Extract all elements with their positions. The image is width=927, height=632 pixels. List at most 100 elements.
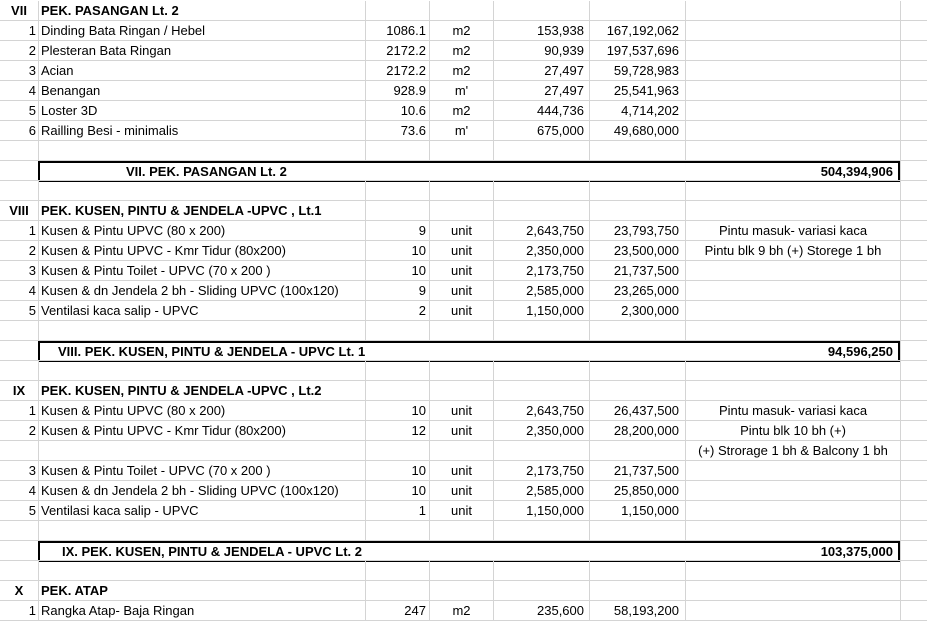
item-unit-price[interactable] xyxy=(494,441,589,461)
item-number[interactable]: 3 xyxy=(28,63,36,78)
item-total[interactable]: 49,680,000 xyxy=(613,123,679,138)
item-description[interactable]: Kusen & Pintu UPVC (80 x 200) xyxy=(41,223,226,238)
item-note[interactable] xyxy=(686,121,900,141)
item-quantity[interactable]: 9 xyxy=(418,283,426,298)
item-unit-price[interactable]: 90,939 xyxy=(544,43,584,58)
section-title[interactable]: PEK. KUSEN, PINTU & JENDELA -UPVC , Lt.2 xyxy=(41,383,322,398)
item-number[interactable]: 1 xyxy=(28,223,36,238)
item-quantity[interactable] xyxy=(366,441,429,461)
section-number[interactable]: VIII xyxy=(9,203,29,218)
item-total[interactable]: 2,300,000 xyxy=(621,303,679,318)
item-description[interactable]: Acian xyxy=(41,63,74,78)
item-unit-price[interactable]: 1,150,000 xyxy=(526,503,584,518)
item-unit[interactable]: unit xyxy=(451,463,472,478)
item-description[interactable]: Kusen & Pintu UPVC (80 x 200) xyxy=(41,403,226,418)
item-total[interactable]: 23,500,000 xyxy=(613,243,679,258)
item-number[interactable]: 4 xyxy=(28,83,36,98)
item-unit[interactable]: unit xyxy=(451,503,472,518)
item-note[interactable] xyxy=(686,501,900,521)
item-description[interactable]: Kusen & dn Jendela 2 bh - Sliding UPVC (… xyxy=(41,283,339,298)
item-number[interactable]: 3 xyxy=(28,263,36,278)
item-note[interactable] xyxy=(686,41,900,61)
item-number[interactable]: 3 xyxy=(28,463,36,478)
item-total[interactable]: 21,737,500 xyxy=(613,463,679,478)
item-total[interactable]: 197,537,696 xyxy=(606,43,679,58)
item-unit[interactable]: unit xyxy=(451,423,472,438)
item-quantity[interactable]: 12 xyxy=(411,423,426,438)
item-total[interactable]: 28,200,000 xyxy=(613,423,679,438)
item-quantity[interactable]: 247 xyxy=(404,603,426,618)
item-quantity[interactable]: 9 xyxy=(418,223,426,238)
item-unit-price[interactable]: 2,643,750 xyxy=(526,223,584,238)
item-unit[interactable]: unit xyxy=(451,223,472,238)
item-note[interactable] xyxy=(686,601,900,621)
item-description[interactable]: Railling Besi - minimalis xyxy=(41,123,179,138)
item-number[interactable]: 4 xyxy=(28,483,36,498)
section-number[interactable]: IX xyxy=(12,383,26,398)
item-description[interactable]: Benangan xyxy=(41,83,101,98)
item-unit-price[interactable]: 2,173,750 xyxy=(526,463,584,478)
item-quantity[interactable]: 10 xyxy=(411,263,426,278)
item-description[interactable]: Dinding Bata Ringan / Hebel xyxy=(41,23,206,38)
item-total[interactable] xyxy=(590,441,685,461)
item-quantity[interactable]: 1 xyxy=(418,503,426,518)
item-quantity[interactable]: 1086.1 xyxy=(386,23,426,38)
item-number[interactable]: 1 xyxy=(28,603,36,618)
item-quantity[interactable]: 10 xyxy=(411,483,426,498)
item-quantity[interactable]: 10 xyxy=(411,403,426,418)
item-quantity[interactable]: 10 xyxy=(411,463,426,478)
item-total[interactable]: 58,193,200 xyxy=(613,603,679,618)
item-unit[interactable]: unit xyxy=(451,243,472,258)
item-total[interactable]: 25,541,963 xyxy=(613,83,679,98)
item-note[interactable] xyxy=(686,301,900,321)
item-quantity[interactable]: 2172.2 xyxy=(386,63,426,78)
item-total[interactable]: 167,192,062 xyxy=(606,23,679,38)
item-unit-price[interactable]: 2,173,750 xyxy=(526,263,584,278)
item-note[interactable] xyxy=(686,281,900,301)
item-number[interactable]: 6 xyxy=(28,123,36,138)
item-description[interactable] xyxy=(41,441,366,461)
item-total[interactable]: 1,150,000 xyxy=(621,503,679,518)
item-unit[interactable]: unit xyxy=(451,283,472,298)
item-total[interactable]: 25,850,000 xyxy=(613,483,679,498)
item-note[interactable]: Pintu blk 10 bh (+) xyxy=(740,423,846,438)
item-quantity[interactable]: 2172.2 xyxy=(386,43,426,58)
item-note[interactable] xyxy=(686,461,900,481)
item-total[interactable]: 4,714,202 xyxy=(621,103,679,118)
item-number[interactable]: 5 xyxy=(28,303,36,318)
item-unit[interactable]: m2 xyxy=(452,43,471,58)
item-quantity[interactable]: 928.9 xyxy=(393,83,426,98)
item-note[interactable]: Pintu masuk- variasi kaca xyxy=(718,223,868,238)
item-unit-price[interactable]: 444,736 xyxy=(537,103,584,118)
item-unit-price[interactable]: 27,497 xyxy=(544,63,584,78)
item-unit[interactable]: unit xyxy=(451,303,472,318)
item-description[interactable]: Kusen & Pintu UPVC - Kmr Tidur (80x200) xyxy=(41,243,286,258)
item-total[interactable]: 23,265,000 xyxy=(613,283,679,298)
item-quantity[interactable]: 10 xyxy=(411,243,426,258)
item-number[interactable]: 5 xyxy=(28,503,36,518)
item-description[interactable]: Ventilasi kaca salip - UPVC xyxy=(41,503,199,518)
item-number[interactable]: 1 xyxy=(28,23,36,38)
item-unit[interactable]: m2 xyxy=(452,603,471,618)
item-total[interactable]: 26,437,500 xyxy=(613,403,679,418)
item-unit[interactable]: m2 xyxy=(452,63,471,78)
item-unit-price[interactable]: 2,643,750 xyxy=(526,403,584,418)
section-number[interactable]: X xyxy=(14,583,24,598)
item-total[interactable]: 59,728,983 xyxy=(613,63,679,78)
item-unit[interactable]: m' xyxy=(454,83,469,98)
item-unit-price[interactable]: 1,150,000 xyxy=(526,303,584,318)
item-unit-price[interactable]: 2,350,000 xyxy=(526,243,584,258)
item-description[interactable]: Kusen & Pintu UPVC - Kmr Tidur (80x200) xyxy=(41,423,286,438)
item-note[interactable]: (+) Strorage 1 bh & Balcony 1 bh xyxy=(698,443,888,458)
item-description[interactable]: Kusen & Pintu Toilet - UPVC (70 x 200 ) xyxy=(41,463,271,478)
item-note[interactable] xyxy=(686,81,900,101)
item-quantity[interactable]: 10.6 xyxy=(400,103,426,118)
section-number[interactable]: VII xyxy=(11,3,27,18)
item-description[interactable]: Ventilasi kaca salip - UPVC xyxy=(41,303,199,318)
item-description[interactable]: Plesteran Bata Ringan xyxy=(41,43,172,58)
item-quantity[interactable]: 2 xyxy=(418,303,426,318)
section-total-box[interactable]: VIII. PEK. KUSEN, PINTU & JENDELA - UPVC… xyxy=(38,341,900,362)
item-number[interactable]: 2 xyxy=(28,423,36,438)
item-unit-price[interactable]: 2,585,000 xyxy=(526,483,584,498)
item-total[interactable]: 21,737,500 xyxy=(613,263,679,278)
